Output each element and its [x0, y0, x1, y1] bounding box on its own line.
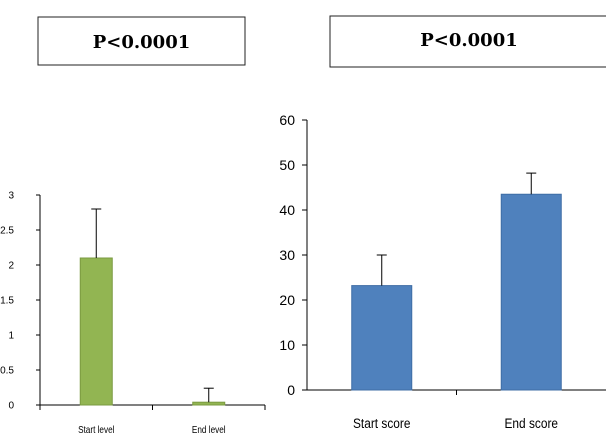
left-y-tick-label: 0.5	[0, 366, 14, 377]
right-y-tick-label: 10	[279, 337, 295, 353]
left-p-value: P<0.0001	[93, 32, 191, 53]
right-bar	[500, 193, 562, 391]
left-bar-chart: 0 0.5 1 1.5 2 2.5 3 Start level End level	[0, 191, 266, 435]
right-y-tick-label: 30	[279, 247, 295, 263]
left-y-tick-label: 2	[8, 261, 14, 272]
right-bar-chart: 0 10 20 30 40 50 60 Start score End score	[279, 112, 606, 431]
left-y-tick-label: 1.5	[0, 296, 14, 307]
right-category-label: End score	[504, 415, 558, 431]
left-y-tick-label: 0	[8, 401, 14, 412]
left-category-label: End level	[192, 424, 226, 435]
right-bar	[351, 285, 413, 391]
right-y-tick-label: 0	[287, 382, 295, 398]
left-bar	[192, 401, 226, 406]
left-bar	[79, 257, 113, 406]
left-y-tick-label: 1	[8, 331, 14, 342]
right-category-label: Start score	[353, 415, 411, 431]
left-y-tick-label: 2.5	[0, 226, 14, 237]
left-p-value-box: P<0.0001	[37, 16, 246, 66]
right-p-value: P<0.0001	[420, 30, 518, 51]
right-y-tick-label: 60	[279, 112, 295, 128]
right-y-tick-label: 40	[279, 202, 295, 218]
right-y-tick-label: 50	[279, 157, 295, 173]
right-y-tick-label: 20	[279, 292, 295, 308]
left-category-label: Start level	[78, 424, 114, 435]
left-y-tick-label: 3	[8, 191, 14, 202]
right-p-value-box: P<0.0001	[329, 15, 606, 68]
